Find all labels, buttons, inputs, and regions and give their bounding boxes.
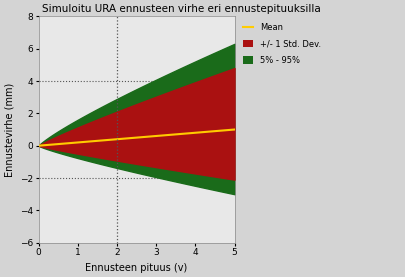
Text: Simuloitu URA ennusteen virhe eri ennustepituuksilla: Simuloitu URA ennusteen virhe eri ennust… (43, 4, 321, 14)
X-axis label: Ennusteen pituus (v): Ennusteen pituus (v) (85, 263, 188, 273)
Legend: Mean, +/- 1 Std. Dev., 5% - 95%: Mean, +/- 1 Std. Dev., 5% - 95% (241, 20, 324, 68)
Y-axis label: Ennustevirhe (mm): Ennustevirhe (mm) (4, 82, 14, 177)
